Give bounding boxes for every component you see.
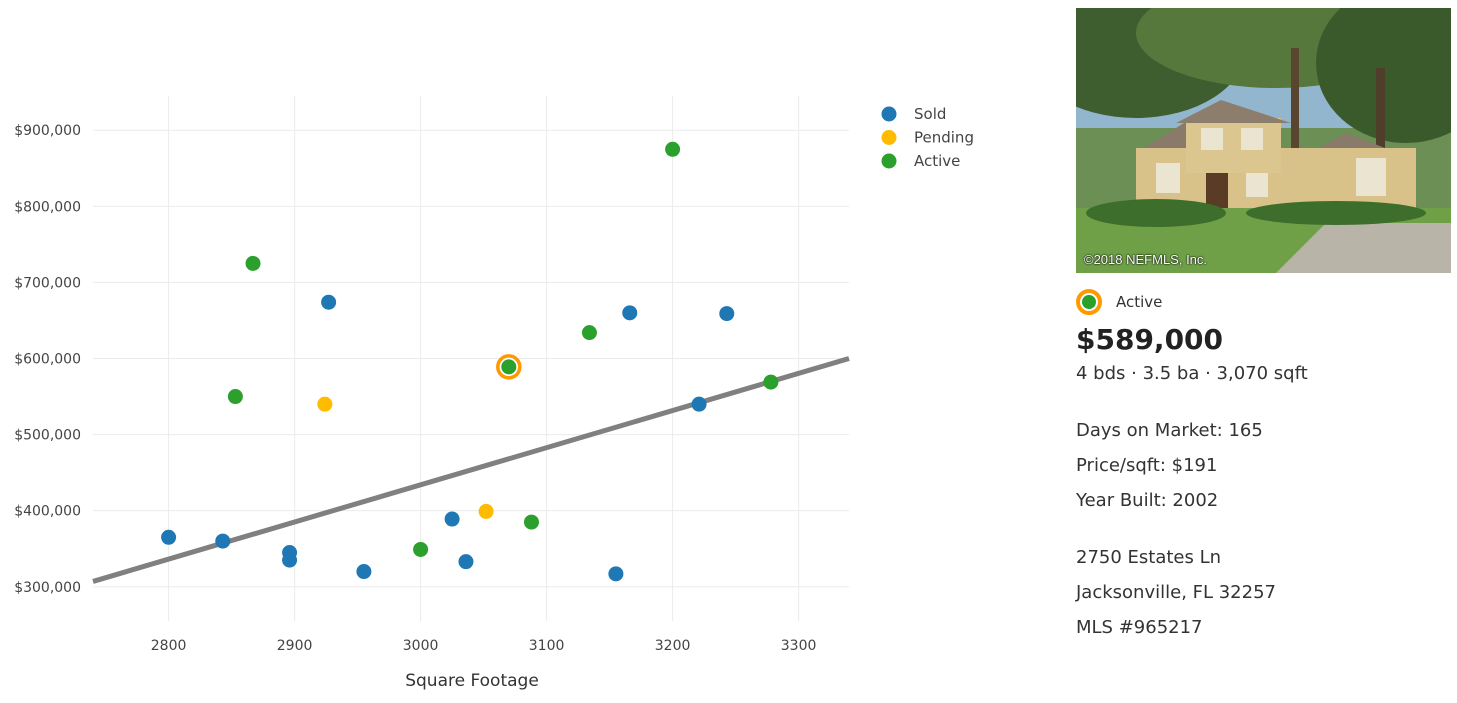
point-sold[interactable]: [622, 305, 638, 321]
point-active[interactable]: [523, 514, 539, 530]
point-sold[interactable]: [321, 294, 337, 310]
point-active[interactable]: [581, 325, 597, 341]
price-per-sqft: Price/sqft: $191: [1076, 455, 1218, 476]
status-row: Active: [1076, 289, 1451, 315]
y-tick-label: $400,000: [14, 504, 81, 520]
legend: Sold Pending Active: [881, 105, 974, 170]
points-layer: [161, 141, 779, 582]
point-active[interactable]: [501, 359, 517, 375]
y-axis: $300,000 $400,000 $500,000 $600,000 $700,000…: [14, 123, 81, 596]
point-sold[interactable]: [215, 533, 231, 549]
status-label: Active: [1116, 293, 1163, 311]
listing-detail-panel: ©2018 NEFMLS, Inc. Active $589,000 4 bds…: [1076, 8, 1451, 645]
legend-swatch-pending: [881, 130, 897, 145]
listing-address: 2750 Estates Ln Jacksonville, FL 32257 M…: [1076, 540, 1451, 645]
year-built: Year Built: 2002: [1076, 490, 1219, 511]
point-active[interactable]: [763, 374, 779, 390]
y-tick-label: $700,000: [14, 275, 81, 291]
point-sold[interactable]: [719, 306, 735, 322]
point-pending[interactable]: [317, 396, 333, 412]
trendline-layer: [92, 356, 850, 584]
point-sold[interactable]: [458, 554, 474, 570]
house-photo-image: [1076, 8, 1451, 273]
street-address: 2750 Estates Ln: [1076, 547, 1222, 568]
point-sold[interactable]: [444, 511, 460, 527]
x-axis-title: Square Footage: [405, 671, 539, 691]
legend-swatch-active: [881, 153, 897, 169]
point-active[interactable]: [413, 541, 429, 557]
photo-credit: ©2018 NEFMLS, Inc.: [1084, 252, 1208, 267]
x-tick-label: 2800: [151, 638, 187, 654]
listing-photo[interactable]: ©2018 NEFMLS, Inc.: [1076, 8, 1451, 273]
point-sold[interactable]: [282, 552, 298, 568]
legend-label-active: Active: [914, 152, 960, 170]
y-tick-label: $600,000: [14, 352, 81, 368]
trendline: [92, 356, 850, 584]
x-tick-label: 3000: [403, 638, 439, 654]
point-pending[interactable]: [478, 503, 494, 519]
point-active[interactable]: [245, 255, 261, 271]
legend-label-sold: Sold: [914, 105, 946, 123]
point-sold[interactable]: [356, 564, 372, 580]
x-tick-label: 3200: [655, 638, 691, 654]
point-sold[interactable]: [161, 529, 177, 545]
listing-specs: 4 bds · 3.5 ba · 3,070 sqft: [1076, 363, 1308, 384]
listing-price: $589,000: [1076, 323, 1224, 356]
status-dot: [1082, 295, 1096, 309]
point-sold[interactable]: [691, 396, 707, 412]
grid: [93, 96, 849, 621]
listing-facts: Days on Market: 165 Price/sqft: $191 Yea…: [1076, 413, 1451, 518]
x-tick-label: 3300: [781, 638, 817, 654]
point-active[interactable]: [665, 141, 681, 157]
x-axis: 2800 2900 3000 3100 3200 3300: [151, 638, 817, 654]
days-on-market: Days on Market: 165: [1076, 420, 1263, 441]
y-tick-label: $900,000: [14, 123, 81, 139]
legend-swatch-sold: [881, 106, 897, 122]
scatter-chart: $300,000 $400,000 $500,000 $600,000 $700,000…: [14, 96, 974, 691]
active-status-icon: [1076, 289, 1102, 315]
legend-label-pending: Pending: [914, 129, 974, 147]
y-tick-label: $800,000: [14, 199, 81, 215]
point-sold[interactable]: [608, 566, 624, 582]
mls-number: MLS #965217: [1076, 617, 1203, 638]
x-tick-label: 2900: [277, 638, 313, 654]
y-tick-label: $300,000: [14, 580, 81, 596]
point-active[interactable]: [227, 389, 243, 405]
city-state-zip: Jacksonville, FL 32257: [1076, 582, 1276, 603]
x-tick-label: 3100: [529, 638, 565, 654]
y-tick-label: $500,000: [14, 428, 81, 444]
